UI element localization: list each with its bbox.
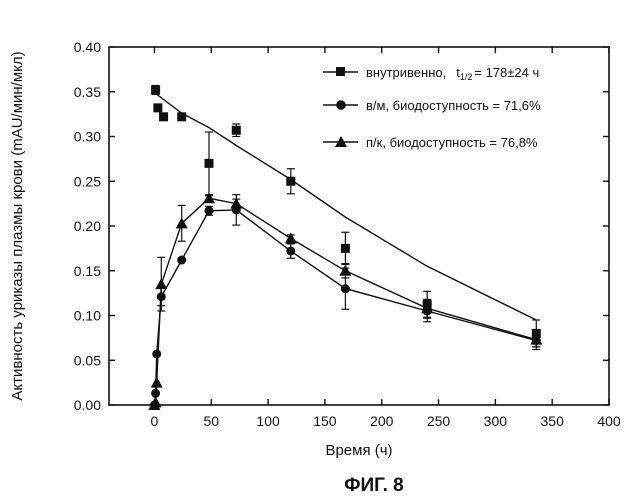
legend-label-iv: внутривенно, t1/2 = 178±24 ч (366, 65, 539, 82)
y-axis: 0.00 0.05 0.10 0.15 0.20 0.25 0.30 0.35 0.40 (74, 39, 609, 413)
fit-curve (155, 92, 537, 321)
x-tick-label: 350 (541, 413, 565, 429)
x-tick-label: 250 (427, 413, 451, 429)
data-point-circle (204, 206, 214, 216)
legend-entry-sc: п/к, биодоступность = 76,8% (323, 135, 538, 150)
y-tick-label: 0.20 (74, 218, 101, 234)
data-point-square (153, 103, 163, 113)
data-point-triangle (149, 396, 162, 408)
y-tick-label: 0.15 (74, 263, 101, 279)
data-point-square (151, 85, 161, 95)
y-axis-title: Активность уриказы плазмы крови (mAU/мин… (9, 51, 26, 400)
series-layer (148, 84, 543, 410)
y-tick-label: 0.10 (74, 308, 101, 324)
data-point-square (177, 112, 187, 122)
series-circle (149, 194, 541, 410)
legend: внутривенно, t1/2 = 178±24 ч в/м, биодосту… (323, 65, 541, 150)
y-tick-label: 0.00 (74, 397, 101, 413)
legend-marker-triangle (335, 136, 347, 147)
data-point-triangle (339, 264, 352, 276)
legend-entry-iv: внутривенно, t1/2 = 178±24 ч (323, 65, 539, 82)
legend-label-iv-value: = 178±24 ч (474, 65, 539, 80)
x-tick-label: 100 (256, 413, 280, 429)
legend-label-iv-subscript: 1/2 (460, 72, 473, 82)
y-tick-label: 0.25 (74, 173, 101, 189)
x-tick-label: 200 (370, 413, 394, 429)
x-axis-title: Время (ч) (325, 442, 392, 459)
data-point-square (159, 112, 169, 122)
x-tick-label: 0 (151, 413, 159, 429)
data-point-triangle (155, 278, 168, 290)
data-point-circle (152, 349, 162, 359)
y-tick-label: 0.35 (74, 84, 101, 100)
legend-label-iv-prefix: внутривенно, (366, 65, 446, 80)
x-tick-label: 300 (484, 413, 508, 429)
legend-label-im: в/м, биодоступность = 71,6% (366, 98, 541, 113)
legend-label-iv-t: t (456, 65, 460, 80)
figure-caption: ФИГ. 8 (344, 475, 403, 496)
legend-entry-im: в/м, биодоступность = 71,6% (323, 98, 541, 113)
legend-label-sc: п/к, биодоступность = 76,8% (366, 135, 538, 150)
data-point-triangle (284, 232, 297, 244)
data-point-triangle (203, 192, 215, 204)
y-tick-label: 0.05 (74, 352, 101, 368)
y-tick-label: 0.30 (74, 129, 101, 145)
data-point-triangle (150, 376, 163, 388)
data-point-circle (340, 284, 350, 294)
x-axis: 0 50 100 150 200 250 300 350 400 (151, 47, 621, 429)
data-point-triangle (175, 217, 188, 229)
series-triangle (148, 192, 543, 410)
data-point-square (286, 176, 296, 186)
data-point-square (340, 243, 350, 253)
data-point-circle (177, 255, 187, 265)
data-point-square (231, 125, 241, 135)
data-point-triangle (530, 333, 543, 345)
data-point-circle (286, 246, 296, 256)
y-tick-label: 0.40 (74, 39, 101, 55)
legend-marker-square (336, 67, 345, 76)
x-tick-label: 50 (203, 413, 219, 429)
x-tick-label: 400 (597, 413, 621, 429)
x-tick-label: 150 (313, 413, 337, 429)
data-point-triangle (230, 197, 243, 209)
legend-marker-circle (336, 100, 346, 110)
data-point-triangle (421, 302, 434, 314)
data-point-square (204, 158, 214, 168)
